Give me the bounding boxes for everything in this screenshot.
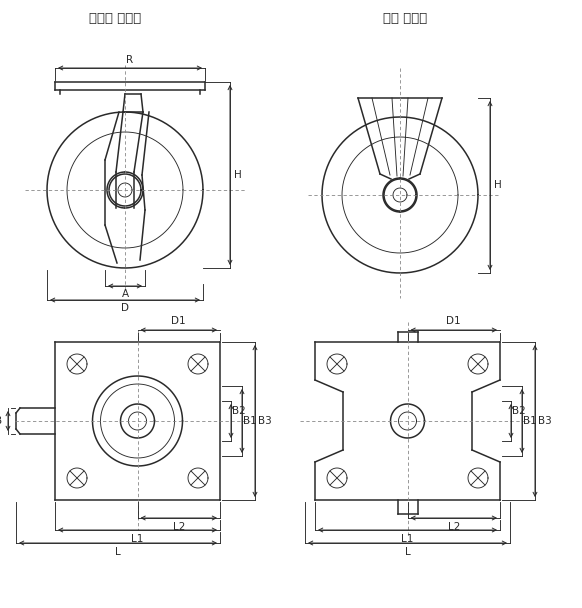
Text: B3: B3 <box>258 416 272 426</box>
Text: B2: B2 <box>232 406 246 416</box>
Text: A: A <box>122 289 129 299</box>
Text: L1: L1 <box>402 534 414 544</box>
Text: L2: L2 <box>172 522 185 532</box>
Text: H: H <box>494 181 502 190</box>
Text: L2: L2 <box>448 522 460 532</box>
Text: B: B <box>0 416 2 426</box>
Text: L1: L1 <box>132 534 144 544</box>
Text: D: D <box>121 303 129 313</box>
Text: R: R <box>126 55 133 65</box>
Text: B1: B1 <box>523 416 537 426</box>
Text: 스위벨 캐스터: 스위벨 캐스터 <box>89 12 141 24</box>
Text: D1: D1 <box>172 316 186 326</box>
Text: B3: B3 <box>538 416 552 426</box>
Text: B2: B2 <box>512 406 526 416</box>
Text: L: L <box>404 547 410 557</box>
Text: L: L <box>115 547 121 557</box>
Text: D1: D1 <box>446 316 461 326</box>
Text: H: H <box>234 170 242 180</box>
Text: 고정 캐스터: 고정 캐스터 <box>383 12 427 24</box>
Text: B1: B1 <box>243 416 257 426</box>
